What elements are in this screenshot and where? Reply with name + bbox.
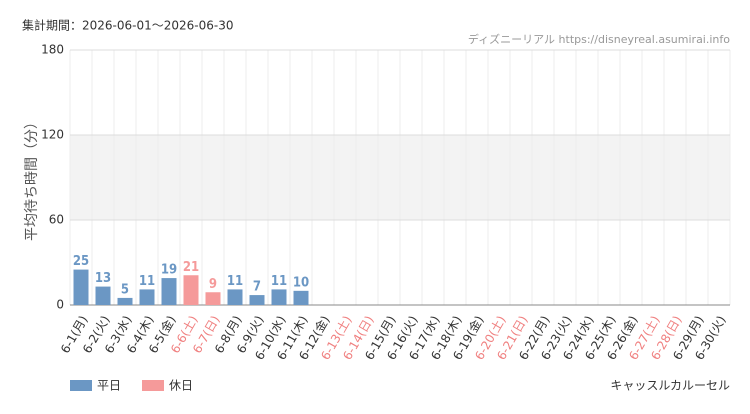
data-label: 5 <box>121 282 129 297</box>
data-label: 7 <box>253 280 261 295</box>
y-axis-label: 平均待ち時間（分） <box>24 115 40 241</box>
bar <box>293 290 309 305</box>
bar <box>161 278 177 305</box>
bar <box>271 289 287 305</box>
data-label: 11 <box>271 274 287 289</box>
legend-swatch <box>70 380 92 391</box>
legend-swatch <box>142 380 164 391</box>
data-label: 11 <box>139 274 155 289</box>
bar <box>95 286 111 305</box>
bar <box>205 292 221 305</box>
data-label: 21 <box>183 260 199 275</box>
bar <box>249 295 265 305</box>
source: ディズニーリアル https://disneyreal.asumirai.inf… <box>468 32 730 46</box>
legend-label: 平日 <box>97 379 121 393</box>
data-label: 13 <box>95 271 111 286</box>
bar <box>227 289 243 305</box>
data-label: 10 <box>293 275 309 290</box>
attraction-name: キャッスルカルーセル <box>610 379 730 393</box>
legend-label: 休日 <box>169 379 193 393</box>
y-tick-label: 0 <box>56 298 64 312</box>
y-tick-label: 60 <box>49 213 64 227</box>
bar <box>183 275 199 305</box>
data-label: 9 <box>209 277 217 292</box>
y-tick-label: 120 <box>41 128 64 142</box>
y-tick-label: 180 <box>41 43 64 57</box>
data-label: 11 <box>227 274 243 289</box>
period: 集計期間：2026-06-01～2026-06-30 <box>22 18 233 33</box>
data-label: 25 <box>73 254 89 269</box>
bar <box>117 297 133 305</box>
data-label: 19 <box>161 263 177 278</box>
bar <box>73 269 89 305</box>
bar <box>139 289 155 305</box>
